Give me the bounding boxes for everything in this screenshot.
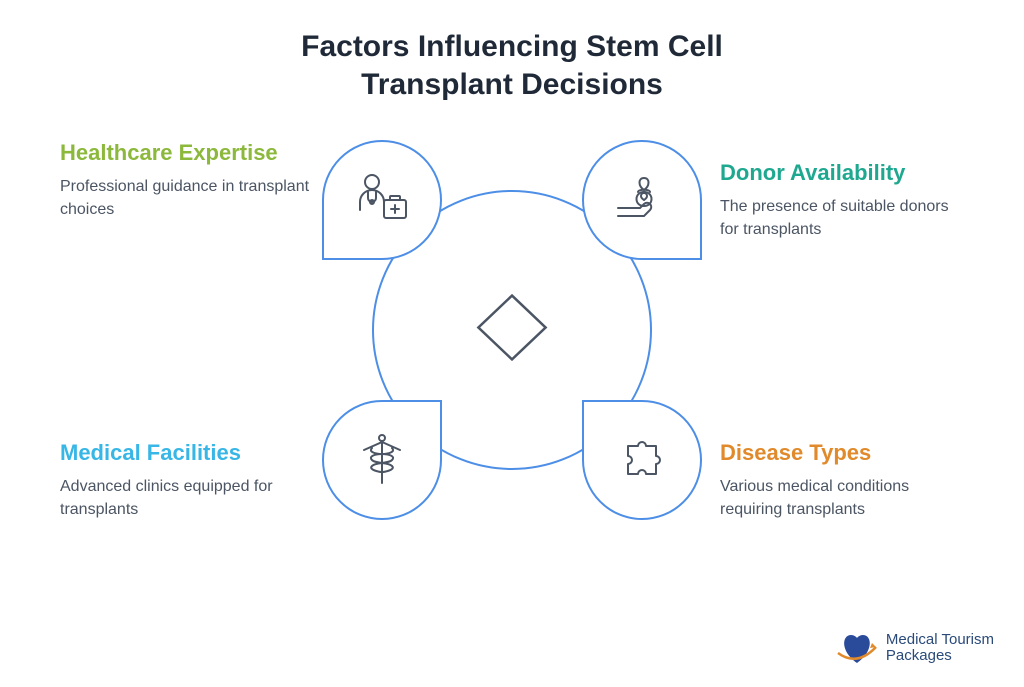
brand-logo: Medical Tourism Packages [836, 629, 994, 667]
label-medical-facilities: Medical Facilities Advanced clinics equi… [60, 440, 310, 521]
puzzle-icon [610, 428, 674, 492]
logo-line1: Medical Tourism [886, 632, 994, 649]
petal-top-right [582, 140, 702, 260]
label-desc: The presence of suitable donors for tran… [720, 196, 970, 241]
label-desc: Advanced clinics equipped for transplant… [60, 476, 310, 521]
factors-diagram [322, 140, 702, 520]
petal-top-left [322, 140, 442, 260]
donor-icon [610, 168, 674, 232]
label-title: Donor Availability [720, 160, 970, 186]
doctor-icon [350, 168, 414, 232]
label-title: Healthcare Expertise [60, 140, 310, 166]
page-title: Factors Influencing Stem Cell Transplant… [0, 0, 1024, 103]
caduceus-icon [350, 428, 414, 492]
label-title: Medical Facilities [60, 440, 310, 466]
label-title: Disease Types [720, 440, 970, 466]
diamond-icon [470, 286, 554, 370]
logo-text: Medical Tourism Packages [886, 632, 994, 665]
petal-bottom-right [582, 400, 702, 520]
petal-bottom-left [322, 400, 442, 520]
label-healthcare-expertise: Healthcare Expertise Professional guidan… [60, 140, 310, 221]
label-disease-types: Disease Types Various medical conditions… [720, 440, 970, 521]
title-line1: Factors Influencing Stem Cell [301, 30, 723, 63]
label-desc: Professional guidance in transplant choi… [60, 176, 310, 221]
center-diamond [470, 286, 554, 375]
title-line2: Transplant Decisions [361, 68, 663, 101]
heart-icon [836, 629, 878, 667]
label-donor-availability: Donor Availability The presence of suita… [720, 160, 970, 241]
label-desc: Various medical conditions requiring tra… [720, 476, 970, 521]
logo-line2: Packages [886, 648, 994, 665]
